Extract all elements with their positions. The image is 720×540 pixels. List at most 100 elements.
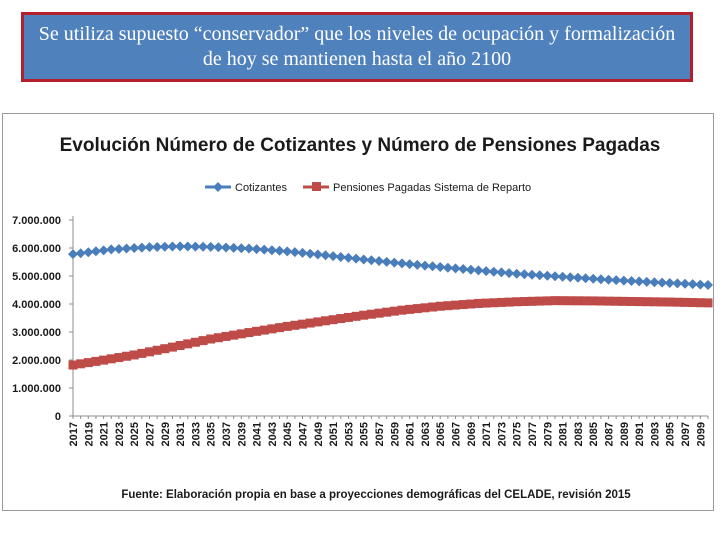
data-point [481,266,492,277]
data-point [206,334,216,344]
data-point [152,345,162,355]
y-tick-label: 2.000.000 [12,355,61,367]
data-point [626,296,636,306]
data-point [266,245,277,256]
data-point [243,243,254,254]
data-point [106,354,116,364]
data-point [205,241,216,252]
x-tick-label: 2043 [267,422,279,446]
data-point [76,359,86,369]
data-point [358,254,369,265]
data-point [328,315,338,325]
data-point [213,242,224,253]
data-point [83,247,94,258]
data-point [672,297,682,307]
data-point [542,296,552,306]
data-point [504,268,515,279]
chart-title: Evolución Número de Cotizantes y Número … [60,135,661,156]
data-point [305,318,315,328]
data-point [657,297,667,307]
data-point [412,304,422,314]
x-tick-label: 2085 [588,422,600,446]
data-point [558,296,568,306]
data-point [267,324,277,334]
data-point [458,300,468,310]
data-point [167,342,177,352]
x-tick-label: 2021 [99,422,111,446]
data-point [198,241,209,252]
x-tick-label: 2079 [542,422,554,446]
data-point [289,247,300,258]
data-point [122,351,132,361]
data-point [428,302,438,312]
data-point [435,301,445,311]
data-point [420,303,430,313]
data-point [519,297,529,307]
data-point [336,314,346,324]
x-tick-label: 2035 [206,422,218,446]
data-point [252,326,262,336]
data-point [626,276,637,287]
legend: Cotizantes Pensiones Pagadas Sistema de … [205,182,531,194]
x-tick-label: 2029 [160,422,172,446]
data-point [366,309,376,319]
x-tick-label: 2039 [236,422,248,446]
data-point [611,296,621,306]
x-tick-label: 2071 [481,422,493,446]
data-point [90,246,101,257]
data-point [297,247,308,258]
data-point [343,312,353,322]
data-point [641,276,652,287]
data-point [259,244,270,255]
data-point [167,241,178,252]
x-tick-label: 2055 [359,422,371,446]
data-point [695,298,705,308]
data-point [228,242,239,253]
data-point [382,307,392,317]
data-point [290,320,300,330]
x-tick-label: 2091 [634,422,646,446]
legend-item-pensiones: Pensiones Pagadas Sistema de Reparto [303,182,531,194]
x-tick-label: 2027 [145,422,157,446]
x-tick-label: 2069 [466,422,478,446]
data-point [343,252,354,263]
x-tick-label: 2083 [573,422,585,446]
data-point [190,241,201,252]
x-tick-label: 2067 [451,422,463,446]
x-tick-label: 2063 [420,422,432,446]
data-point [596,296,606,306]
data-point [519,269,530,280]
data-point [634,297,644,307]
x-tick-label: 2057 [374,422,386,446]
data-point [458,264,469,275]
data-point [251,244,262,255]
data-point [534,270,545,281]
data-point [557,271,568,282]
data-point [466,299,476,309]
data-point [512,297,522,307]
data-point [664,278,675,288]
data-point [611,275,622,286]
data-point [145,347,155,357]
data-point [175,340,185,350]
data-point [435,262,446,273]
data-point [573,296,583,306]
data-point [160,344,170,354]
data-point [175,241,186,252]
x-tick-label: 2041 [252,422,264,446]
legend-marker-cotizantes [213,182,223,192]
data-point [427,261,438,272]
data-point [504,297,514,307]
x-tick-label: 2025 [129,422,141,446]
data-point [113,243,124,254]
data-point [106,244,117,255]
data-point [419,260,430,271]
data-point [221,331,231,341]
y-axis: 0 1.000.000 2.000.000 3.000.000 4.000.000 5.0… [12,215,74,423]
series-pensiones [68,296,713,370]
x-tick-label: 2049 [313,422,325,446]
data-point [282,321,292,331]
x-tick-label: 2097 [680,422,692,446]
data-point [198,336,208,346]
data-point [665,297,675,307]
